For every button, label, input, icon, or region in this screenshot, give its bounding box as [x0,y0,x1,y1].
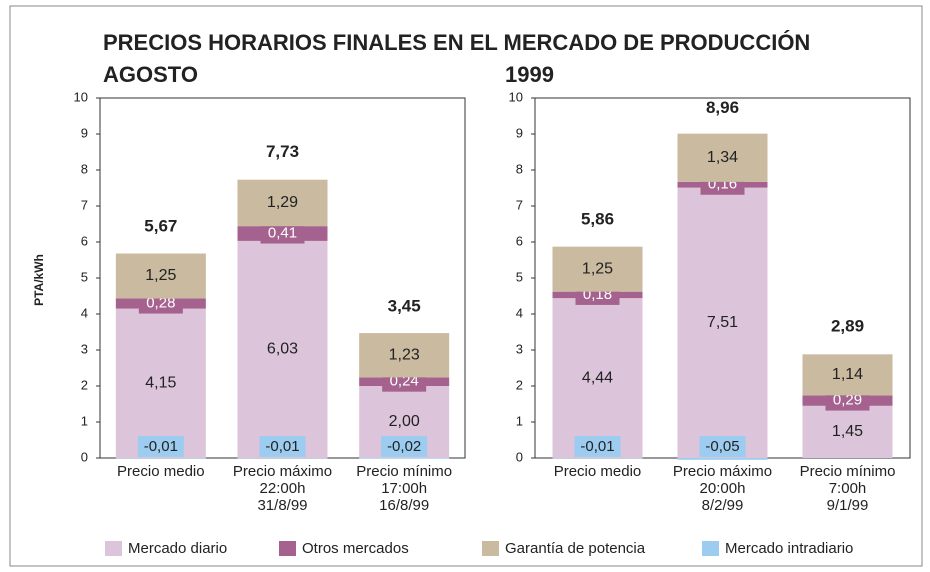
x-tick-label: Precio mínimo [800,463,896,480]
data-label: 1,34 [707,149,738,166]
data-label: 4,44 [582,369,613,386]
bar-segment [237,240,328,458]
x-tick-label: 20:00h [700,480,746,497]
y-tick-label: 10 [74,89,88,104]
chart-title: PRECIOS HORARIOS FINALES EN EL MERCADO D… [103,30,810,55]
data-label: 4,15 [145,375,176,392]
bar-segment [677,458,768,460]
panel-subtitle: 1999 [505,62,554,87]
bar-segment [677,133,768,182]
y-tick-label: 7 [81,197,88,212]
data-label: -0,01 [265,438,299,455]
label-box [137,436,184,457]
total-label: 8,96 [706,98,739,117]
x-tick-label: 16/8/99 [379,497,429,514]
legend-swatch [482,541,499,556]
x-tick-label: Precio máximo [233,463,332,480]
y-tick-label: 9 [81,125,88,140]
label-box [574,436,621,457]
frame [9,5,923,567]
y-tick-label: 5 [81,269,88,284]
total-label: 3,45 [388,296,421,315]
data-label: 1,14 [832,366,863,383]
y-tick-label: 10 [509,89,523,104]
label-box [138,293,183,314]
bar-segment [359,333,450,378]
legend-swatch [105,541,122,556]
bar-segment [359,458,450,459]
bar-segment [237,179,328,227]
label-box [381,436,428,457]
x-tick-label: Precio mínimo [356,463,452,480]
data-label: 2,00 [389,413,420,430]
data-label: 1,45 [832,423,863,440]
total-label: 5,67 [144,216,177,235]
y-tick-label: 1 [81,413,88,428]
x-tick-label: 22:00h [260,480,306,497]
y-tick-label: 2 [81,377,88,392]
bar-segment [802,354,893,396]
bar-segment [802,405,893,458]
data-label: -0,01 [580,438,614,455]
label-box [259,436,306,457]
data-label: 1,29 [267,194,298,211]
y-tick-label: 8 [516,161,523,176]
data-label: 0,28 [146,295,175,312]
y-tick-label: 2 [516,377,523,392]
bar-segment [115,253,206,299]
x-tick-label: 9/1/99 [827,497,869,514]
x-tick-label: Precio máximo [673,463,772,480]
bar-segment [552,246,643,292]
y-tick-label: 0 [81,449,88,464]
x-tick-label: Precio medio [554,463,642,480]
y-tick-label: 3 [81,341,88,356]
bar-segment [552,298,643,458]
legend-label: Mercado intradiario [725,540,853,557]
y-tick-label: 4 [81,305,88,320]
y-tick-label: 9 [516,125,523,140]
y-tick-label: 3 [516,341,523,356]
data-label: -0,05 [705,438,739,455]
label-box [699,436,746,457]
legend-label: Otros mercados [302,540,409,557]
x-tick-label: 17:00h [381,480,427,497]
x-tick-label: 8/2/99 [702,497,744,514]
panel-subtitle: AGOSTO [103,62,198,87]
legend-label: Mercado diario [128,540,227,557]
data-label: 0,41 [268,225,297,242]
data-label: 0,29 [833,392,862,409]
data-label: 6,03 [267,341,298,358]
y-tick-label: 0 [516,449,523,464]
y-axis-label: PTA/kWh [32,254,46,306]
x-tick-label: 31/8/99 [257,497,307,514]
legend-label: Garantía de potencia [505,540,646,557]
y-tick-label: 7 [516,197,523,212]
total-label: 7,73 [266,142,299,161]
y-tick-label: 6 [81,233,88,248]
y-tick-label: 5 [516,269,523,284]
data-label: 1,23 [389,346,420,363]
y-tick-label: 4 [516,305,523,320]
x-tick-label: 7:00h [829,480,867,497]
y-tick-label: 8 [81,161,88,176]
y-tick-label: 6 [516,233,523,248]
label-box [825,390,870,411]
data-label: 1,25 [145,267,176,284]
data-label: -0,02 [387,438,421,455]
data-label: -0,01 [144,438,178,455]
bar-segment [677,187,768,458]
data-label: 1,25 [582,260,613,277]
label-box [260,223,305,244]
legend-swatch [702,541,719,556]
total-label: 5,86 [581,210,614,229]
bar-segment [115,308,206,458]
total-label: 2,89 [831,316,864,335]
y-tick-label: 1 [516,413,523,428]
legend-swatch [279,541,296,556]
data-label: 7,51 [707,314,738,331]
x-tick-label: Precio medio [117,463,205,480]
